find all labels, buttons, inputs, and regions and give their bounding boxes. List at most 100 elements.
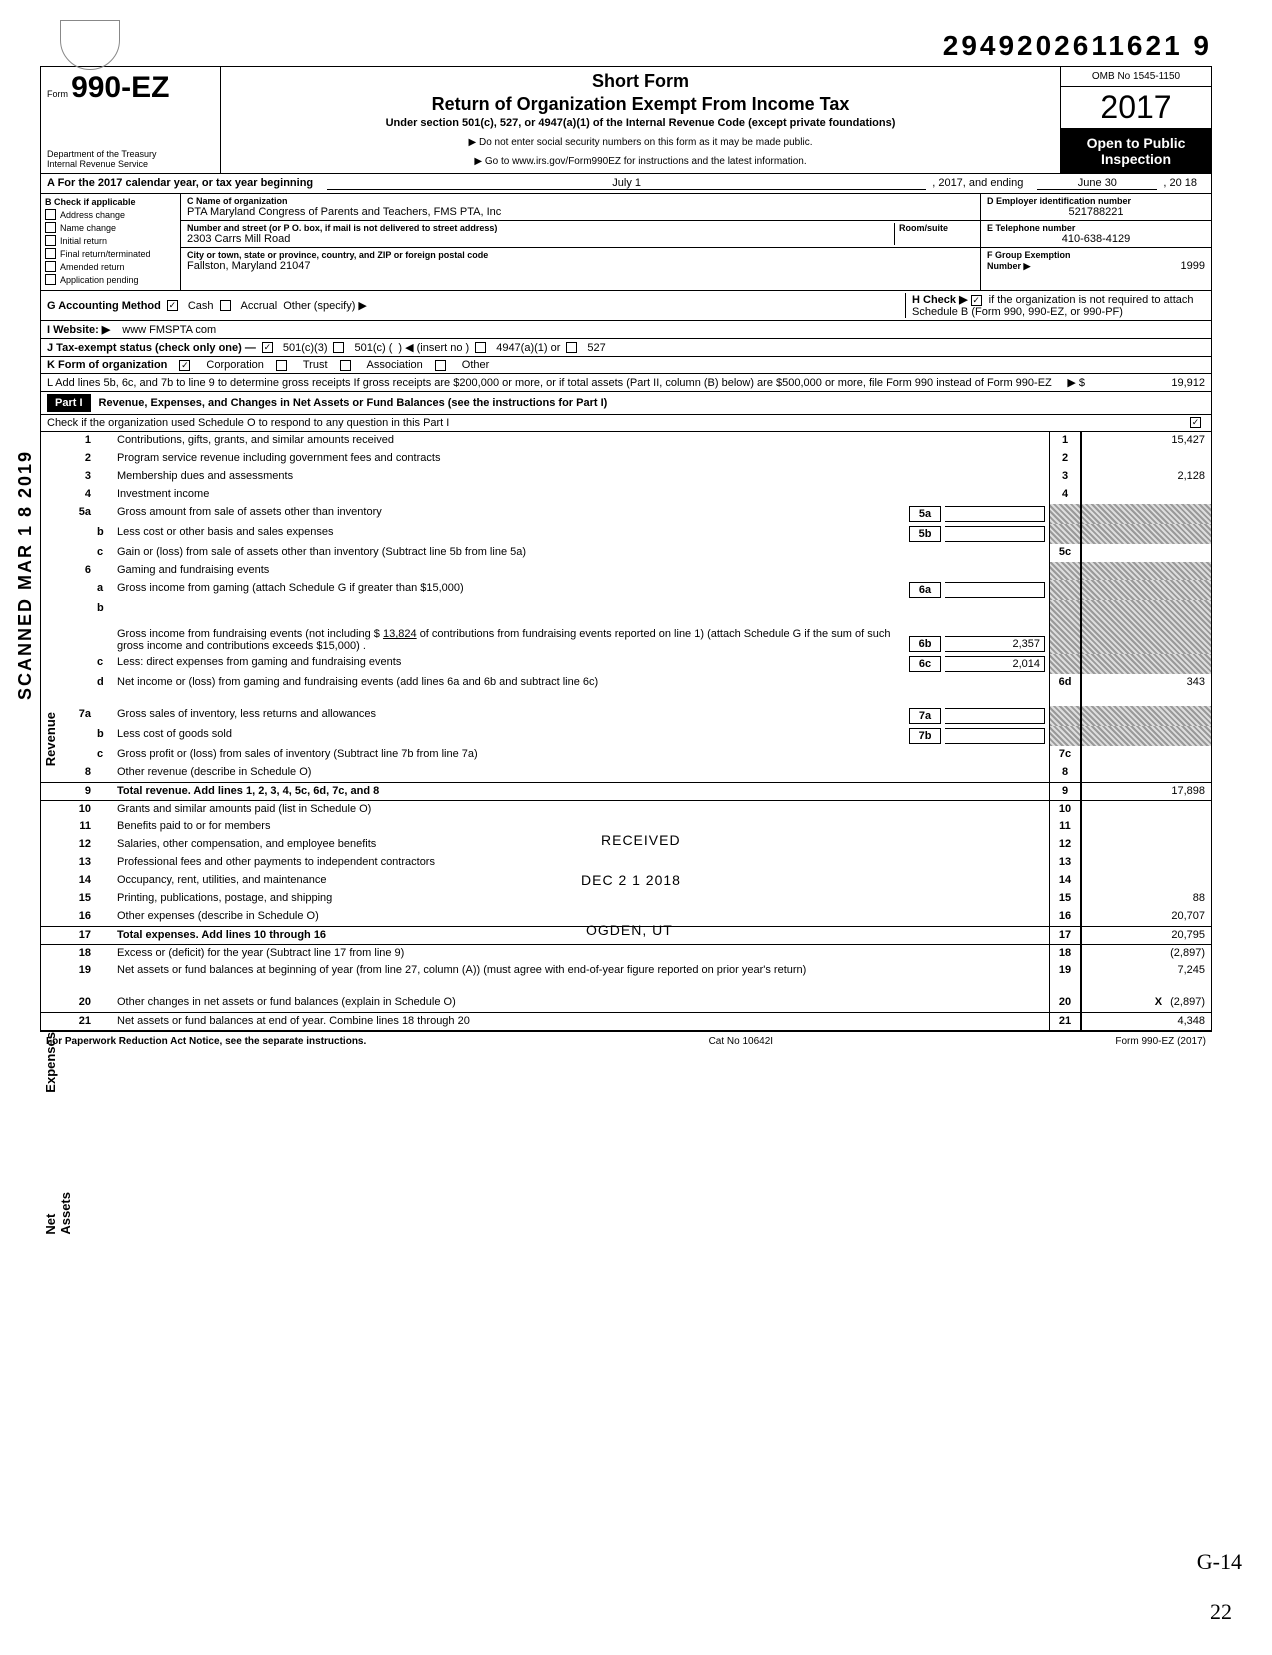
line-6c-desc: Less: direct expenses from gaming and fu… — [117, 656, 905, 672]
line-21-desc: Net assets or fund balances at end of ye… — [113, 1013, 1049, 1030]
title-2: Return of Organization Exempt From Incom… — [227, 94, 1054, 115]
omb-number: OMB No 1545-1150 — [1061, 67, 1211, 87]
lbl-assoc: Association — [367, 359, 423, 371]
line-9-val: 17,898 — [1081, 783, 1211, 800]
line-l: L Add lines 5b, 6c, and 7b to line 9 to … — [40, 374, 1212, 392]
main-table: Revenue Expenses Net Assets 1Contributio… — [40, 432, 1212, 1031]
line-8-val — [1081, 764, 1211, 782]
line-17-desc: Total expenses. Add lines 10 through 16 — [113, 927, 1049, 944]
chk-address[interactable] — [45, 209, 56, 220]
line-a-prefix: A For the 2017 calendar year, or tax yea… — [47, 177, 313, 190]
lbl-501c3: 501(c)(3) — [283, 342, 328, 354]
line-6c-mv: 2,014 — [945, 656, 1045, 672]
lbl-accrual: Accrual — [241, 300, 278, 312]
chk-501c3[interactable]: ✓ — [262, 342, 273, 353]
line-1-desc: Contributions, gifts, grants, and simila… — [113, 432, 1049, 450]
form-header: Form 990-EZ Department of the Treasury I… — [40, 66, 1212, 174]
open-line1: Open to Public — [1063, 135, 1209, 151]
subtitle: Under section 501(c), 527, or 4947(a)(1)… — [227, 117, 1054, 129]
lbl-corp: Corporation — [206, 359, 263, 371]
l-arrow: ▶ $ — [1067, 376, 1085, 389]
line-9-desc: Total revenue. Add lines 1, 2, 3, 4, 5c,… — [113, 783, 1049, 800]
chk-527[interactable] — [566, 342, 577, 353]
c-addr-label: Number and street (or P O. box, if mail … — [187, 223, 894, 233]
line-g-h: G Accounting Method ✓Cash Accrual Other … — [40, 291, 1212, 321]
footer-right: Form 990-EZ (2017) — [1115, 1036, 1206, 1047]
line-i: I Website: ▶ www FMSPTA com — [40, 321, 1212, 339]
line-7b-desc: Less cost of goods sold — [117, 728, 905, 744]
part1-check-row: Check if the organization used Schedule … — [40, 415, 1212, 432]
footer: For Paperwork Reduction Act Notice, see … — [40, 1031, 1212, 1051]
header-right: OMB No 1545-1150 2017 Open to Public Ins… — [1061, 67, 1211, 173]
line-11-val — [1081, 818, 1211, 836]
chk-assoc[interactable] — [340, 360, 351, 371]
line-5a-desc: Gross amount from sale of assets other t… — [117, 506, 905, 522]
line-a: A For the 2017 calendar year, or tax yea… — [40, 174, 1212, 194]
footer-left: For Paperwork Reduction Act Notice, see … — [46, 1036, 366, 1047]
line-5b-desc: Less cost or other basis and sales expen… — [117, 526, 905, 542]
line-6b-amt: 13,824 — [383, 628, 417, 640]
chk-other[interactable] — [435, 360, 446, 371]
chk-trust[interactable] — [276, 360, 287, 371]
vlabel-revenue: Revenue — [43, 712, 58, 766]
handwritten-g14: G-14 — [1197, 1549, 1242, 1575]
line-a-begin: July 1 — [327, 177, 926, 190]
lbl-address: Address change — [60, 210, 125, 220]
line-8-desc: Other revenue (describe in Schedule O) — [113, 764, 1049, 782]
chk-final[interactable] — [45, 248, 56, 259]
lbl-initial: Initial return — [60, 236, 107, 246]
lbl-insert: ) ◀ (insert no ) — [398, 341, 469, 354]
c-city-label: City or town, state or province, country… — [187, 250, 974, 260]
tel-value: 410-638-4129 — [987, 233, 1205, 245]
line-15-val: 88 — [1081, 890, 1211, 908]
open-line2: Inspection — [1063, 151, 1209, 167]
stamp-ogden: OGDEN, UT — [586, 922, 673, 938]
g-label: G Accounting Method — [47, 300, 161, 312]
line-12-desc: Salaries, other compensation, and employ… — [113, 836, 1049, 854]
scanned-date-stamp: SCANNED MAR 1 8 2019 — [15, 450, 36, 700]
title-1: Short Form — [227, 71, 1054, 92]
line-5c-desc: Gain or (loss) from sale of assets other… — [113, 544, 1049, 562]
l-value: 19,912 — [1085, 377, 1205, 389]
chk-accrual[interactable] — [220, 300, 231, 311]
line-20-desc: Other changes in net assets or fund bala… — [113, 994, 1049, 1012]
line-15-desc: Printing, publications, postage, and shi… — [113, 890, 1049, 908]
chk-corp[interactable]: ✓ — [179, 360, 190, 371]
chk-cash[interactable]: ✓ — [167, 300, 178, 311]
part1-title: Revenue, Expenses, and Changes in Net As… — [99, 397, 608, 409]
form-prefix: Form — [47, 89, 68, 99]
line-10-val — [1081, 801, 1211, 818]
chk-amended[interactable] — [45, 261, 56, 272]
org-name: PTA Maryland Congress of Parents and Tea… — [187, 206, 974, 218]
lbl-name: Name change — [60, 223, 116, 233]
website-value: www FMSPTA com — [122, 324, 216, 336]
chk-initial[interactable] — [45, 235, 56, 246]
header-center: Short Form Return of Organization Exempt… — [221, 67, 1061, 173]
line-6b-mv: 2,357 — [945, 636, 1045, 652]
line-7b-mv — [945, 728, 1045, 744]
line-4-desc: Investment income — [113, 486, 1049, 504]
line-k: K Form of organization ✓Corporation Trus… — [40, 357, 1212, 374]
form-number: 990-EZ — [71, 71, 169, 104]
chk-h[interactable]: ✓ — [971, 295, 982, 306]
tax-year: 2017 — [1061, 87, 1211, 129]
line-3-desc: Membership dues and assessments — [113, 468, 1049, 486]
line-6a-desc: Gross income from gaming (attach Schedul… — [117, 582, 905, 598]
chk-4947[interactable] — [475, 342, 486, 353]
chk-501c[interactable] — [333, 342, 344, 353]
info-grid: B Check if applicable Address change Nam… — [40, 194, 1212, 291]
dept-line1: Department of the Treasury — [47, 149, 214, 159]
chk-name[interactable] — [45, 222, 56, 233]
handwritten-22: 22 — [1210, 1599, 1232, 1625]
chk-pending[interactable] — [45, 274, 56, 285]
part1-check-text: Check if the organization used Schedule … — [47, 417, 449, 429]
vlabel-expenses: Expenses — [43, 1032, 58, 1093]
header-left: Form 990-EZ Department of the Treasury I… — [41, 67, 221, 173]
line-6-desc: Gaming and fundraising events — [113, 562, 1049, 580]
line-7a-mv — [945, 708, 1045, 724]
part1-chk[interactable]: ✓ — [1190, 417, 1201, 428]
line-7c-val — [1081, 746, 1211, 764]
lbl-final: Final return/terminated — [60, 249, 151, 259]
lbl-527: 527 — [587, 342, 605, 354]
line-16-val: 20,707 — [1081, 908, 1211, 926]
